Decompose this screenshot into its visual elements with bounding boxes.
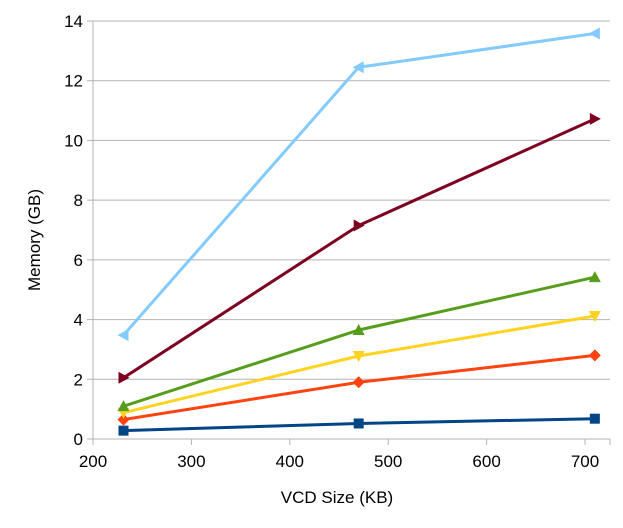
- y-tick-label: 4: [74, 311, 83, 330]
- data-point-triangle-right: [589, 112, 601, 125]
- data-point-triangle-down: [588, 310, 601, 322]
- grid-layer: [93, 20, 610, 440]
- series-1: [118, 413, 600, 436]
- y-tick-label: 0: [74, 430, 83, 449]
- data-point-triangle-left: [117, 329, 129, 342]
- data-point-triangle-right: [118, 371, 130, 384]
- axis-layer: [87, 20, 611, 445]
- data-point-diamond: [117, 413, 130, 426]
- data-point-square: [353, 418, 364, 429]
- y-tick-label: 12: [64, 72, 83, 91]
- series-2: [117, 349, 601, 426]
- x-tick-label: 400: [276, 452, 304, 471]
- series-6: [117, 27, 600, 342]
- y-tick-label: 2: [74, 370, 83, 389]
- y-tick-label: 8: [74, 191, 83, 210]
- y-tick-label: 6: [74, 251, 83, 270]
- data-point-triangle-right: [353, 219, 365, 232]
- x-tick-label: 600: [472, 452, 500, 471]
- y-tick-label: 10: [64, 131, 83, 150]
- x-tick-label: 700: [571, 452, 599, 471]
- y-tick-label: 14: [64, 12, 83, 31]
- series-line: [122, 32, 596, 337]
- data-point-diamond: [588, 349, 601, 362]
- data-point-triangle-up: [588, 271, 601, 283]
- series-layer: [117, 27, 601, 436]
- data-point-diamond: [352, 376, 365, 389]
- data-point-square: [589, 413, 600, 424]
- series-5: [118, 112, 601, 384]
- data-point-triangle-left: [588, 27, 600, 40]
- series-line: [122, 117, 596, 380]
- data-point-square: [118, 425, 129, 436]
- x-axis-title: VCD Size (KB): [281, 488, 393, 507]
- x-tick-label: 300: [177, 452, 205, 471]
- data-point-triangle-up: [352, 324, 365, 336]
- data-point-triangle-down: [352, 350, 365, 362]
- tick-label-layer: 0 2 4 6 8 10 12 14 200 300 400 500 600 700: [64, 12, 599, 471]
- x-tick-label: 200: [79, 452, 107, 471]
- x-tick-label: 500: [374, 452, 402, 471]
- series-4: [117, 271, 601, 412]
- data-point-triangle-up: [117, 400, 130, 412]
- data-point-triangle-left: [352, 61, 364, 74]
- y-axis-title: Memory (GB): [25, 189, 44, 291]
